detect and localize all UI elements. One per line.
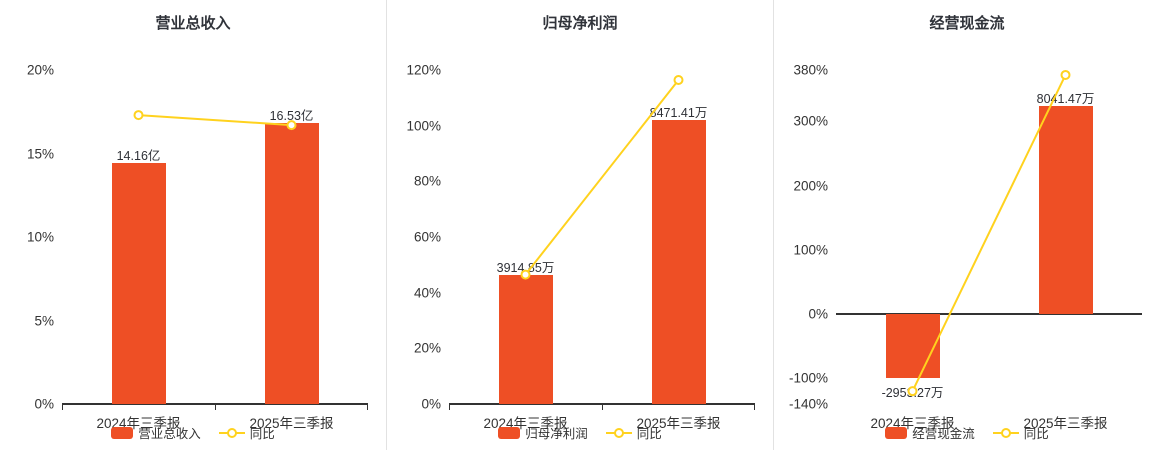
yoy-trend-line bbox=[520, 75, 684, 280]
legend-item-line[interactable]: 同比 bbox=[218, 423, 275, 442]
chart-title: 营业总收入 bbox=[155, 15, 231, 32]
bar-swatch-icon bbox=[498, 426, 521, 439]
legend-label: 同比 bbox=[636, 427, 662, 441]
line-point-marker bbox=[673, 75, 684, 86]
legend-label: 营业总收入 bbox=[138, 427, 201, 441]
legend-item-bar[interactable]: 经营现金流 bbox=[885, 423, 975, 442]
y-tick-label: -140% bbox=[788, 396, 828, 412]
bar bbox=[498, 275, 553, 404]
y-tick-label: 380% bbox=[793, 62, 828, 78]
line-point-marker bbox=[520, 269, 531, 280]
y-tick-label: 20% bbox=[413, 340, 441, 356]
y-axis: 0% 20% 40% 60% 80% 100% 120% bbox=[387, 63, 441, 412]
chart-panel-net-profit: 归母净利润 0% 20% 40% 60% 80% 100% 120% 3914.85万 202… bbox=[386, 0, 773, 450]
y-axis: -140% -100% 0% 100% 200% 300% 380% bbox=[774, 63, 828, 412]
bar bbox=[111, 162, 166, 404]
chart-title: 归母净利润 bbox=[542, 15, 618, 32]
x-axis-tick bbox=[602, 405, 603, 410]
x-axis-tick bbox=[449, 405, 450, 410]
legend: 归母净利润 同比 bbox=[387, 423, 773, 442]
x-axis-line bbox=[449, 403, 755, 405]
y-tick-label: 0% bbox=[34, 396, 54, 412]
x-axis-tick bbox=[215, 405, 216, 410]
legend: 营业总收入 同比 bbox=[0, 423, 386, 442]
bar bbox=[885, 314, 940, 379]
x-category-label: 2025年三季报 bbox=[1023, 416, 1108, 431]
y-axis: 0% 5% 10% 15% 20% bbox=[0, 63, 54, 412]
x-axis-line bbox=[836, 313, 1142, 316]
bar-value-label: 14.16亿 bbox=[116, 148, 161, 163]
line-point-marker bbox=[286, 120, 297, 131]
x-axis-line bbox=[62, 403, 368, 405]
y-tick-label: 80% bbox=[413, 173, 441, 189]
plot-area: 3914.85万 2024年三季报 8471.41万 2025年三季报 bbox=[449, 70, 755, 431]
y-tick-label: 120% bbox=[406, 62, 441, 78]
legend-item-bar[interactable]: 归母净利润 bbox=[498, 423, 588, 442]
y-tick-label: 10% bbox=[26, 229, 54, 245]
line-point-marker bbox=[907, 386, 918, 397]
chart-panel-revenue: 营业总收入 0% 5% 10% 15% 20% 14.16亿 2024年三季报 16.53亿… bbox=[0, 0, 386, 450]
plot-area: 14.16亿 2024年三季报 16.53亿 2025年三季报 bbox=[62, 70, 368, 431]
legend-label: 经营现金流 bbox=[912, 427, 975, 441]
y-tick-label: 60% bbox=[413, 229, 441, 245]
line-marker-icon bbox=[992, 427, 1019, 439]
bar bbox=[1038, 105, 1093, 315]
x-category-label: 2025年三季报 bbox=[249, 416, 334, 431]
y-tick-label: 100% bbox=[793, 242, 828, 258]
legend-label: 归母净利润 bbox=[525, 427, 588, 441]
x-axis-tick bbox=[62, 405, 63, 410]
bar-value-label: 8471.41万 bbox=[649, 106, 708, 121]
line-point-marker bbox=[133, 110, 144, 121]
yoy-trend-line bbox=[907, 69, 1071, 397]
line-marker-icon bbox=[218, 427, 245, 439]
x-axis-tick bbox=[367, 405, 368, 410]
x-axis-tick bbox=[754, 405, 755, 410]
bar bbox=[264, 123, 319, 404]
y-tick-label: 5% bbox=[34, 313, 54, 328]
chart-panel-operating-cash-flow: 经营现金流 -140% -100% 0% 100% 200% 300% 380% -2953… bbox=[773, 0, 1160, 450]
legend-item-bar[interactable]: 营业总收入 bbox=[111, 423, 201, 442]
y-tick-label: 15% bbox=[26, 146, 54, 161]
legend-label: 同比 bbox=[249, 427, 275, 441]
y-tick-label: 300% bbox=[793, 113, 828, 129]
legend-item-line[interactable]: 同比 bbox=[992, 423, 1049, 442]
y-tick-label: 0% bbox=[808, 306, 828, 322]
bar-value-label: 3914.85万 bbox=[496, 261, 555, 276]
legend-label: 同比 bbox=[1023, 427, 1049, 441]
line-marker-icon bbox=[605, 427, 632, 439]
yoy-trend-line bbox=[133, 110, 297, 131]
legend: 经营现金流 同比 bbox=[774, 423, 1160, 442]
y-tick-label: -100% bbox=[788, 370, 828, 386]
chart-title: 经营现金流 bbox=[929, 15, 1005, 32]
legend-item-line[interactable]: 同比 bbox=[605, 423, 662, 442]
y-tick-label: 100% bbox=[406, 118, 441, 134]
y-tick-label: 200% bbox=[793, 178, 828, 194]
bar bbox=[651, 120, 706, 404]
bar-swatch-icon bbox=[111, 426, 134, 439]
bar-swatch-icon bbox=[885, 426, 908, 439]
y-tick-label: 0% bbox=[421, 396, 441, 412]
y-tick-label: 20% bbox=[26, 62, 54, 78]
x-category-label: 2025年三季报 bbox=[636, 416, 721, 431]
y-tick-label: 40% bbox=[413, 285, 441, 301]
bar-value-label: 16.53亿 bbox=[269, 109, 314, 124]
line-point-marker bbox=[1060, 69, 1071, 80]
